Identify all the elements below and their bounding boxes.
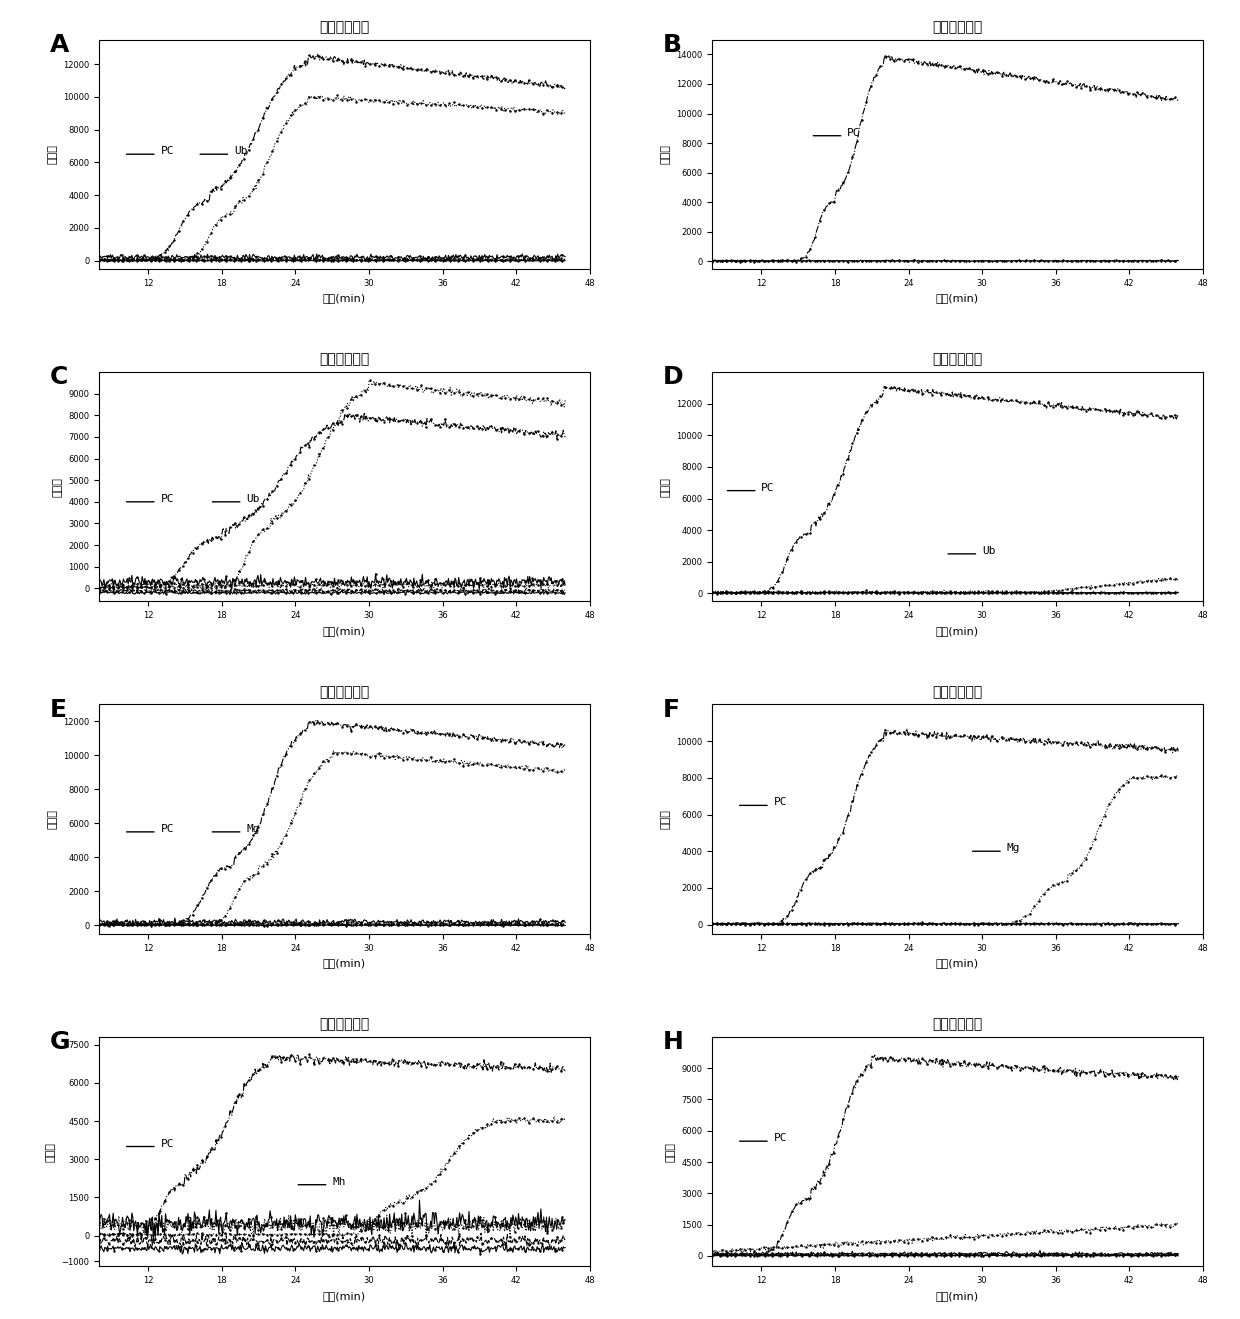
Text: A: A [50, 33, 69, 57]
Text: Mg: Mg [247, 824, 260, 834]
Title: 历史荧光曲线: 历史荧光曲线 [932, 685, 982, 699]
X-axis label: 时间(min): 时间(min) [936, 293, 980, 303]
X-axis label: 时间(min): 时间(min) [936, 625, 980, 636]
Text: H: H [662, 1030, 683, 1054]
Text: PC: PC [160, 824, 174, 834]
Text: Ub: Ub [247, 493, 260, 504]
Y-axis label: 荧光值: 荧光值 [661, 809, 671, 830]
Title: 历史荧光曲线: 历史荧光曲线 [932, 352, 982, 367]
Text: PC: PC [847, 128, 861, 137]
X-axis label: 时间(min): 时间(min) [936, 958, 980, 968]
Y-axis label: 荧光值: 荧光值 [46, 1142, 56, 1162]
Text: PC: PC [160, 1138, 174, 1149]
Text: C: C [50, 365, 68, 389]
Text: D: D [662, 365, 683, 389]
Text: G: G [50, 1030, 71, 1054]
Y-axis label: 荧光值: 荧光值 [666, 1142, 676, 1162]
Text: PC: PC [761, 483, 775, 492]
Text: Ub: Ub [234, 146, 248, 156]
X-axis label: 时间(min): 时间(min) [322, 958, 366, 968]
Title: 历史荧光曲线: 历史荧光曲线 [320, 1018, 370, 1031]
Title: 历史荧光曲线: 历史荧光曲线 [320, 20, 370, 34]
Text: E: E [50, 698, 67, 721]
Text: Mh: Mh [332, 1177, 346, 1187]
Title: 历史荧光曲线: 历史荧光曲线 [932, 1018, 982, 1031]
Y-axis label: 荧光值: 荧光值 [47, 144, 58, 164]
Y-axis label: 荧光值: 荧光值 [661, 476, 671, 497]
X-axis label: 时间(min): 时间(min) [322, 293, 366, 303]
Text: PC: PC [160, 146, 174, 156]
Title: 历史荧光曲线: 历史荧光曲线 [320, 685, 370, 699]
Title: 历史荧光曲线: 历史荧光曲线 [932, 20, 982, 34]
Text: Ub: Ub [982, 546, 996, 555]
Text: PC: PC [774, 1133, 787, 1144]
Y-axis label: 荧光值: 荧光值 [53, 476, 63, 497]
X-axis label: 时间(min): 时间(min) [936, 1290, 980, 1301]
Y-axis label: 荧光值: 荧光值 [47, 809, 58, 830]
X-axis label: 时间(min): 时间(min) [322, 1290, 366, 1301]
Text: PC: PC [160, 493, 174, 504]
X-axis label: 时间(min): 时间(min) [322, 625, 366, 636]
Text: B: B [662, 33, 682, 57]
Title: 历史荧光曲线: 历史荧光曲线 [320, 352, 370, 367]
Text: F: F [662, 698, 680, 721]
Text: PC: PC [774, 798, 787, 807]
Text: Mg: Mg [1007, 843, 1021, 853]
Y-axis label: 荧光值: 荧光值 [661, 144, 671, 164]
